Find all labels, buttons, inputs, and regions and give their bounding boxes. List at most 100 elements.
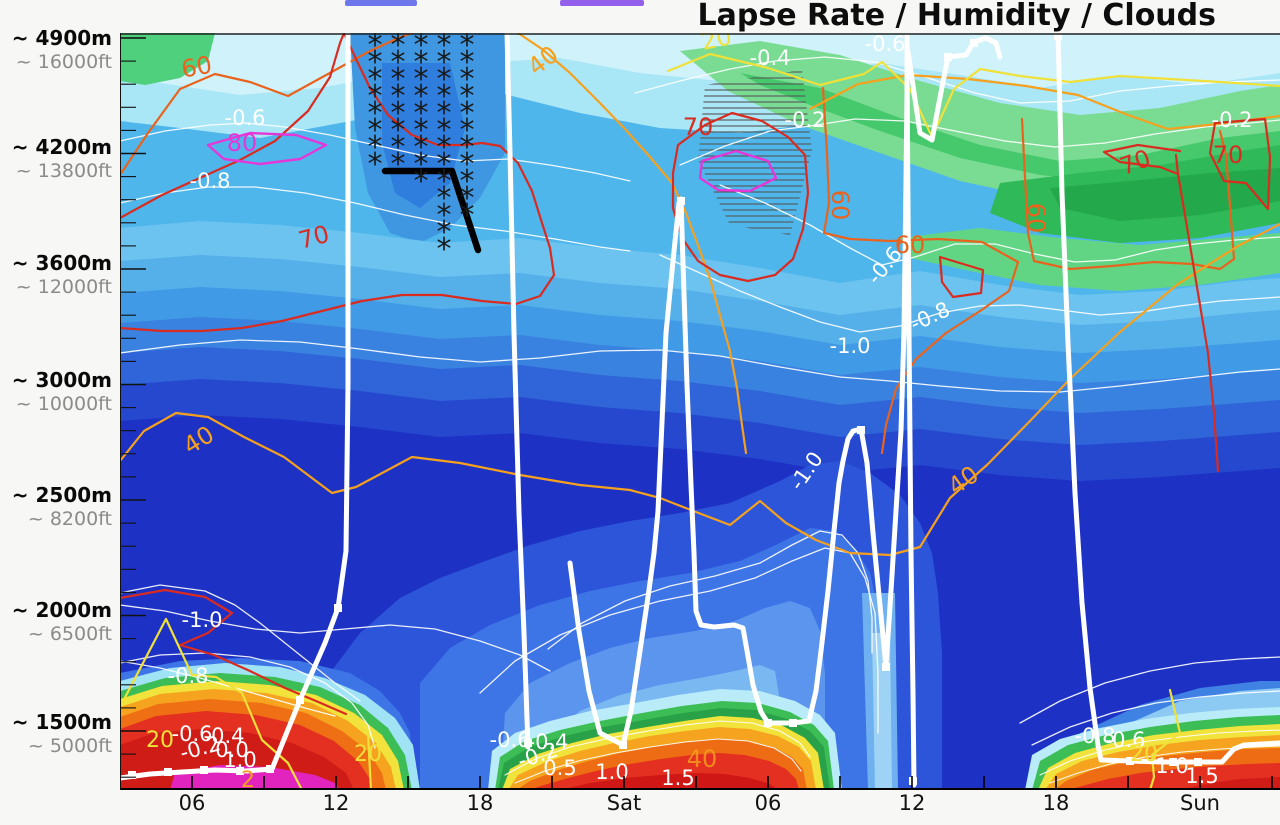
humidity-contour [352, 719, 373, 790]
lapse-rate-contour [547, 530, 873, 654]
snow-asterisk: * [460, 79, 475, 114]
snow-asterisk: * [460, 45, 475, 80]
snow-asterisk: * [414, 33, 429, 63]
lapse-rate-contour [120, 652, 376, 749]
humidity-contour [666, 52, 1280, 139]
snow-asterisk: * [437, 79, 452, 114]
contour-label: 60 [826, 190, 854, 221]
x-axis-label: 06 [754, 791, 782, 815]
humidity-contour [1176, 172, 1220, 473]
snow-asterisk: * [437, 147, 452, 182]
contour-label: -0.6 [865, 33, 906, 56]
snow-asterisk: * [368, 96, 383, 131]
snow-asterisk: * [368, 79, 383, 114]
x-axis-label: 12 [322, 791, 350, 815]
cloud-base-line [904, 35, 1003, 143]
altitude-feet: ~ 5000ft [27, 735, 112, 757]
humidity-contour [1148, 688, 1182, 790]
contour-fill-band [872, 633, 892, 790]
x-axis-label: 18 [1042, 791, 1070, 815]
snow-asterisk: * [368, 113, 383, 148]
chart-title: Lapse Rate / Humidity / Clouds [697, 0, 1216, 33]
contour-label: 80 [227, 129, 258, 157]
hatched-cloud-region [698, 70, 812, 235]
contour-label: 0.0 [215, 738, 248, 762]
snow-asterisk: * [437, 130, 452, 165]
contour-label: 40 [687, 745, 718, 773]
snow-asterisk: * [460, 198, 475, 233]
snow-asterisk: * [460, 113, 475, 148]
y-axis-label: ~ 1500m ~ 5000ft [12, 710, 112, 758]
snow-asterisk: * [414, 130, 429, 165]
snow-asterisk: * [391, 79, 406, 114]
humidity-contour [698, 149, 778, 193]
contour-fill-band [1050, 168, 1280, 221]
snow-asterisk: * [437, 62, 452, 97]
cloud-line-marker [164, 768, 172, 776]
snow-asterisk: * [460, 96, 475, 131]
snow-asterisk: * [391, 96, 406, 131]
cloud-base-line [1055, 33, 1280, 765]
altitude-meters: ~ 4900m [11, 26, 112, 50]
altitude-feet: ~ 12000ft [15, 276, 112, 298]
y-axis-label: ~ 2500m ~ 8200ft [12, 483, 112, 531]
altitude-meters: ~ 2500m [11, 483, 112, 507]
cloud-line-marker [619, 741, 627, 749]
snow-asterisk: * [414, 147, 429, 182]
contour-label: -0.2 [785, 108, 826, 132]
contour-label: -1.0 [182, 608, 223, 632]
plot-canvas: ****************************************… [120, 33, 1280, 790]
lapse-rate-contour [514, 738, 802, 784]
clipped-header-artifact [0, 0, 1280, 8]
snow-asterisk: * [368, 62, 383, 97]
lapse-rate-contour [120, 186, 631, 252]
humidity-contour [821, 86, 1020, 455]
lapse-rate-contour [1031, 690, 1280, 746]
cloud-line-marker [882, 663, 890, 671]
cloud-line-marker [970, 39, 978, 47]
cloud-line-marker [334, 604, 342, 612]
altitude-feet: ~ 10000ft [15, 393, 112, 415]
cloud-base-line [904, 70, 917, 788]
lapse-rate-contour [120, 604, 551, 672]
contour-label: 1.0 [595, 760, 628, 784]
cloud-line-marker [266, 765, 274, 773]
clipped-text-fragment [345, 0, 417, 6]
altitude-meters: ~ 3000m [11, 368, 112, 392]
x-axis-label: Sat [606, 791, 642, 815]
cloud-line-marker [764, 719, 772, 727]
snow-asterisk: * [437, 33, 452, 63]
snow-asterisk: * [368, 33, 383, 63]
snow-asterisk: * [414, 79, 429, 114]
snow-asterisk: * [414, 45, 429, 80]
contour-label: 0.5 [543, 756, 576, 780]
cloud-line-marker [857, 426, 865, 434]
contour-label: 70 [683, 113, 714, 141]
contour-label: 60 [895, 231, 926, 259]
snow-asterisk: * [414, 62, 429, 97]
altitude-meters: ~ 3600m [11, 251, 112, 275]
snow-asterisk: * [414, 164, 429, 199]
snow-asterisk: * [437, 113, 452, 148]
snow-asterisk: * [391, 45, 406, 80]
lapse-rate-contour [120, 584, 361, 702]
cloud-line-marker [944, 53, 952, 61]
contour-label: -0.6 [172, 722, 213, 746]
snow-asterisk: * [437, 181, 452, 216]
snow-asterisk: * [437, 215, 452, 250]
cloud-base-line [567, 33, 910, 748]
cloud-base-line [504, 33, 531, 750]
snow-asterisk: * [391, 62, 406, 97]
humidity-contour [120, 33, 556, 333]
y-axis: ~ 4900m ~ 16000ft ~ 4200m ~ 13800ft ~ 3600m ~… [0, 0, 114, 790]
contour-label: -0.4 [528, 730, 569, 754]
lapse-rate-contour [120, 122, 631, 182]
contour-label: 1.5 [1185, 764, 1218, 788]
lapse-rate-contour [659, 254, 1280, 333]
snow-asterisk: * [368, 130, 383, 165]
contour-label: 2 [241, 768, 255, 790]
lapse-rate-contour [504, 720, 811, 776]
snow-asterisk: * [460, 147, 475, 182]
humidity-contour [120, 617, 304, 790]
